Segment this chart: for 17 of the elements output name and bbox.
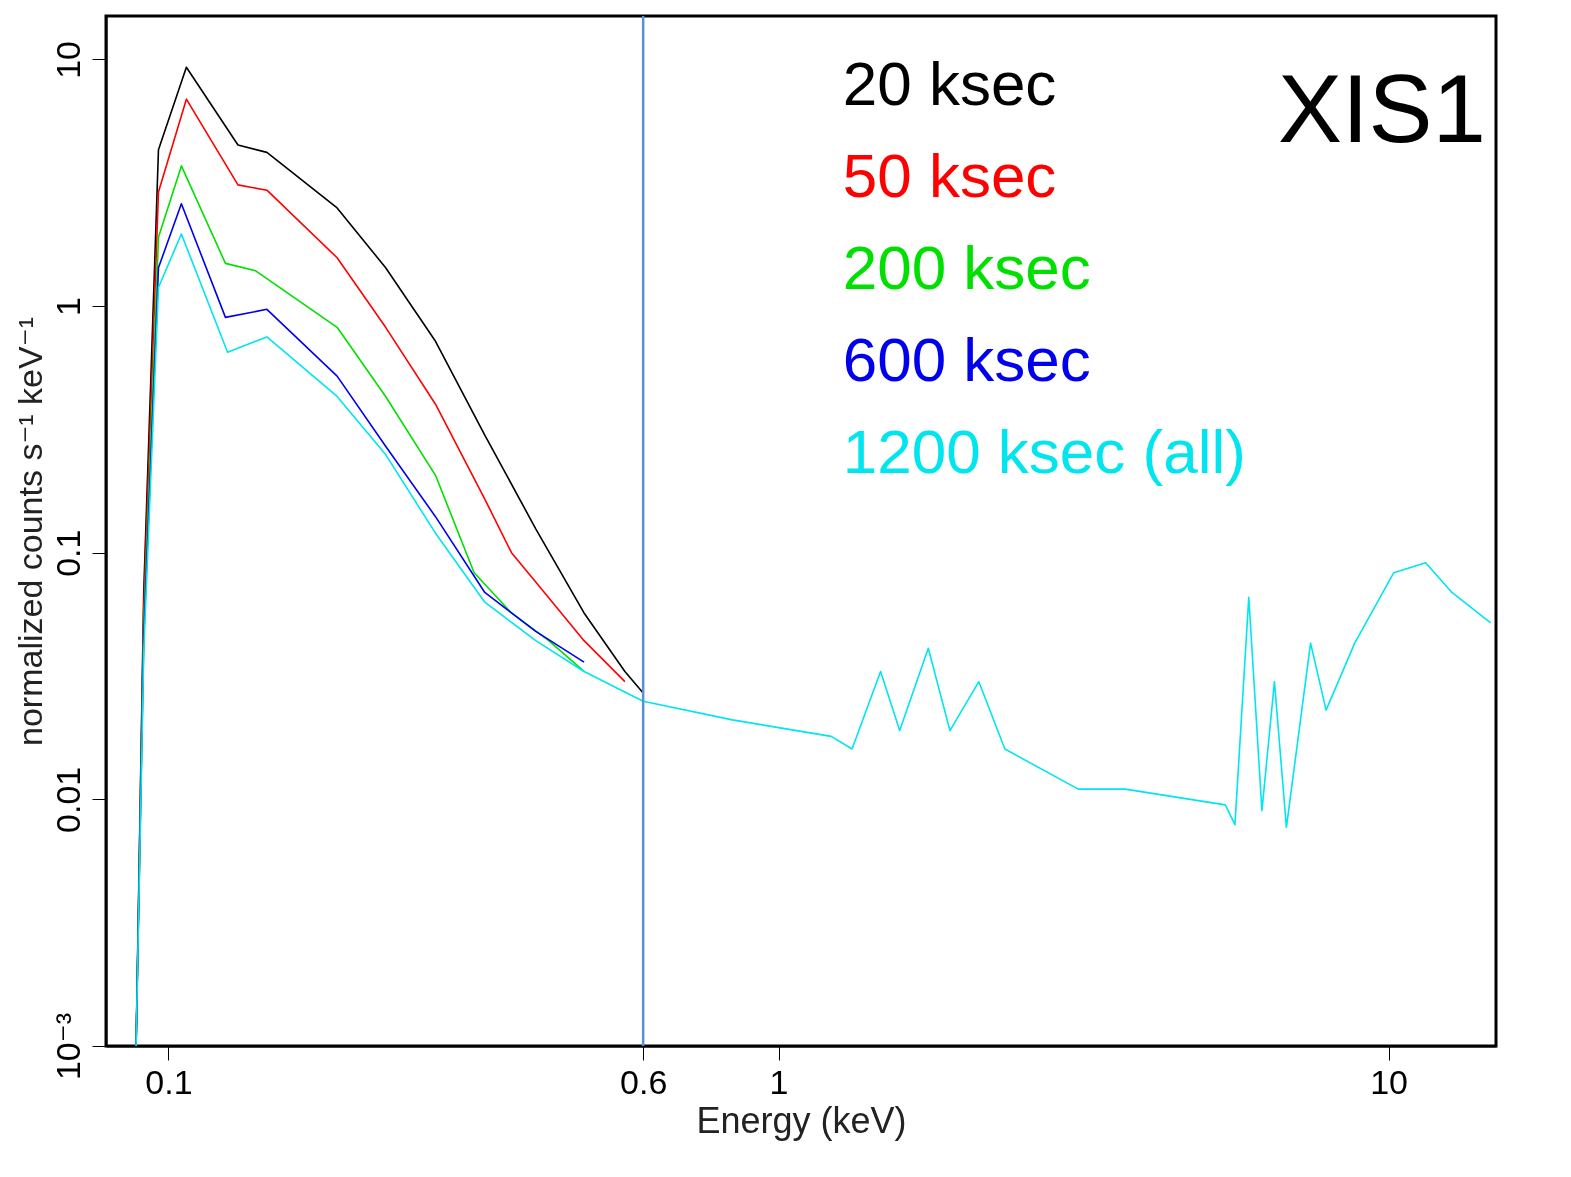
x-tick-label: 0.1 (145, 1062, 193, 1101)
x-axis-title: Energy (keV) (696, 1099, 907, 1141)
y-tick-label: 0.1 (48, 529, 87, 577)
y-tick-label: 10 (48, 41, 87, 79)
x-tick-label: 1 (769, 1062, 789, 1101)
text: 600 ksec (842, 325, 1091, 394)
text: 20 ksec (842, 49, 1057, 118)
x-tick-label: 0.6 (620, 1062, 668, 1101)
y-tick-label: 10⁻³ (48, 1012, 87, 1081)
y-tick-label: 1 (48, 297, 87, 317)
annotation: XIS1 (1277, 55, 1486, 162)
series-label: 1200 ksec (all) (842, 417, 1246, 486)
text: 200 ksec (842, 233, 1091, 302)
y-tick-label: 0.01 (48, 766, 87, 833)
text: 50 ksec (842, 141, 1057, 210)
x-tick-label: 10 (1370, 1062, 1408, 1101)
y-axis-title: normalized counts s⁻¹ keV⁻¹ (10, 317, 49, 746)
